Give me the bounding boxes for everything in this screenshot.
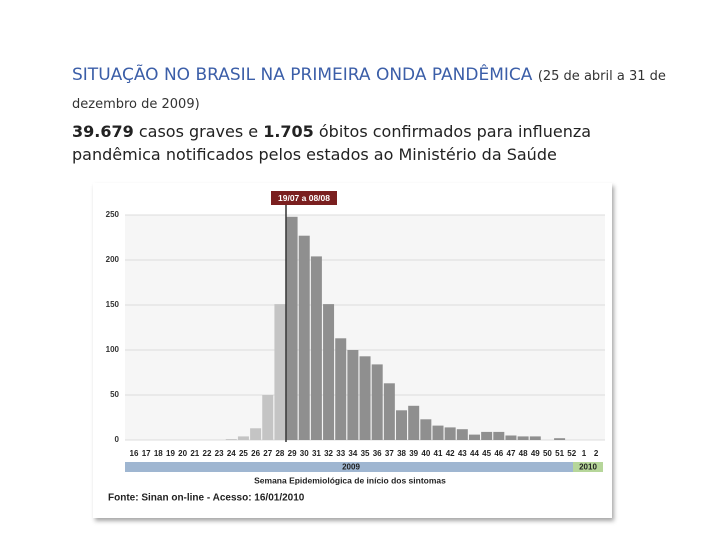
bar: [444, 427, 456, 440]
x-tick-label: 43: [458, 449, 467, 458]
title-main: SITUAÇÃO NO BRASIL NA PRIMEIRA ONDA PAND…: [72, 65, 533, 85]
y-tick-label: 0: [115, 435, 120, 444]
bar: [310, 256, 322, 440]
x-tick-label: 52: [567, 449, 576, 458]
bar: [554, 438, 566, 440]
bar: [432, 425, 444, 440]
bar: [383, 383, 395, 440]
slide-title: SITUAÇÃO NO BRASIL NA PRIMEIRA ONDA PAND…: [72, 62, 692, 118]
x-tick-label: 39: [409, 449, 418, 458]
body-text: óbitos confirmados para influenza pandêm…: [72, 122, 592, 164]
title-note: (25 de abril a 31 de dezembro de 2009): [72, 69, 666, 112]
y-tick-label: 50: [110, 390, 119, 399]
y-tick-label: 150: [106, 300, 120, 309]
x-tick-label: 37: [385, 449, 394, 458]
bar: [237, 436, 249, 440]
bar: [347, 350, 359, 440]
x-tick-label: 40: [421, 449, 430, 458]
x-tick-label: 16: [130, 449, 139, 458]
x-tick-label: 33: [336, 449, 345, 458]
year-band: [125, 462, 573, 472]
bar: [493, 431, 505, 440]
bar: [250, 428, 262, 440]
x-tick-label: 38: [397, 449, 406, 458]
annotation: 19/07 a 08/08: [278, 193, 330, 203]
bar: [286, 216, 298, 440]
x-tick-label: 23: [215, 449, 224, 458]
x-tick-label: 46: [494, 449, 503, 458]
x-tick-label: 31: [312, 449, 321, 458]
x-tick-label: 19: [166, 449, 175, 458]
x-tick-label: 27: [263, 449, 272, 458]
x-tick-label: 34: [348, 449, 357, 458]
slide-body: 39.679 casos graves e 1.705 óbitos confi…: [72, 120, 652, 166]
source: Fonte: Sinan on-line - Acesso: 16/01/201…: [108, 493, 305, 504]
bar: [335, 338, 347, 440]
bar: [262, 395, 274, 440]
x-tick-label: 17: [142, 449, 151, 458]
x-tick-label: 48: [519, 449, 528, 458]
bar: [408, 405, 420, 440]
x-tick-label: 25: [239, 449, 248, 458]
year-label: 2010: [579, 463, 597, 472]
bar: [323, 304, 335, 440]
x-tick-label: 18: [154, 449, 163, 458]
x-tick-label: 44: [470, 449, 479, 458]
x-tick-label: 47: [507, 449, 516, 458]
year-label: 2009: [342, 463, 360, 472]
x-tick-label: 28: [275, 449, 284, 458]
bar: [298, 235, 310, 440]
x-tick-label: 41: [434, 449, 443, 458]
deaths: 1.705: [263, 122, 314, 141]
x-axis-label: Semana Epidemiológica de início dos sint…: [254, 475, 446, 485]
bar: [517, 436, 529, 440]
x-tick-label: 1: [582, 449, 587, 458]
annotation-box: [271, 191, 337, 205]
bar: [481, 431, 493, 440]
x-tick-label: 26: [251, 449, 260, 458]
cases: 39.679: [72, 122, 134, 141]
x-tick-label: 30: [300, 449, 309, 458]
y-tick-label: 200: [106, 255, 120, 264]
y-tick-label: 250: [106, 210, 120, 219]
body-text: casos graves e: [133, 122, 264, 141]
x-tick-label: 51: [555, 449, 564, 458]
x-tick-label: 49: [531, 449, 540, 458]
x-tick-label: 36: [373, 449, 382, 458]
x-tick-label: 35: [361, 449, 370, 458]
year-band: [573, 462, 603, 472]
y-tick-label: 100: [106, 345, 120, 354]
x-tick-label: 32: [324, 449, 333, 458]
bar: [371, 364, 383, 440]
x-tick-label: 20: [178, 449, 187, 458]
bar: [505, 435, 517, 440]
bar: [456, 429, 468, 440]
bar: [359, 356, 371, 440]
bar: [529, 436, 541, 440]
x-tick-label: 24: [227, 449, 236, 458]
x-tick-label: 22: [203, 449, 212, 458]
bar: [225, 439, 237, 440]
x-tick-label: 29: [288, 449, 297, 458]
x-tick-label: 2: [594, 449, 599, 458]
bar: [420, 419, 432, 440]
x-tick-label: 21: [190, 449, 199, 458]
bar: [468, 434, 480, 440]
bar: [396, 410, 408, 440]
x-tick-label: 45: [482, 449, 491, 458]
x-tick-label: 50: [543, 449, 552, 458]
bar: [274, 304, 286, 440]
x-tick-label: 42: [446, 449, 455, 458]
